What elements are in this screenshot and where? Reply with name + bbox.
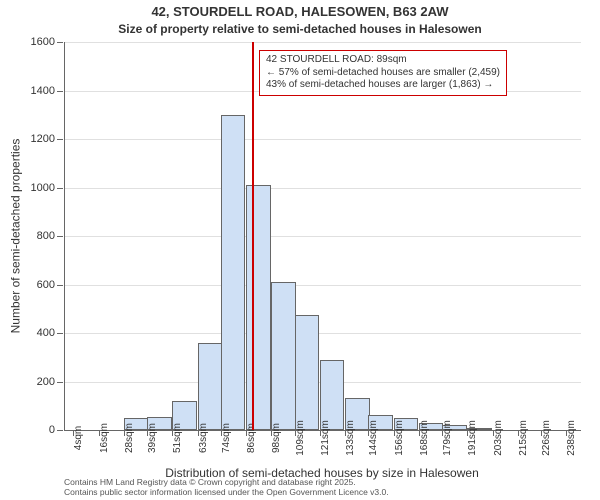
y-tick-label: 1600 [31, 36, 55, 48]
y-tick [57, 188, 63, 189]
histogram-bar [295, 315, 320, 430]
x-tick-label: 63sqm [198, 423, 209, 453]
attribution-line2: Contains public sector information licen… [64, 488, 580, 498]
annotation-line2: ← 57% of semi-detached houses are smalle… [266, 67, 500, 80]
y-tick-label: 400 [37, 327, 55, 339]
y-axis-label: Number of semi-detached properties [8, 42, 22, 430]
plot-area: 020040060080010001200140016004sqm16sqm28… [64, 42, 581, 431]
y-tick-label: 1000 [31, 182, 55, 194]
y-tick [57, 285, 63, 286]
chart-title-subtitle: Size of property relative to semi-detach… [0, 22, 600, 36]
gridline-h [65, 236, 581, 237]
y-tick [57, 236, 63, 237]
x-tick-label: 16sqm [99, 423, 110, 453]
x-tick-label: 144sqm [368, 420, 379, 456]
chart-container: 42, STOURDELL ROAD, HALESOWEN, B63 2AW S… [0, 0, 600, 500]
x-tick-label: 191sqm [467, 420, 478, 456]
y-tick [57, 430, 63, 431]
annotation-box: 42 STOURDELL ROAD: 89sqm ← 57% of semi-d… [259, 50, 507, 96]
histogram-bar [198, 343, 223, 430]
gridline-h [65, 188, 581, 189]
x-tick-label: 74sqm [221, 423, 232, 453]
y-tick-label: 1200 [31, 133, 55, 145]
y-tick-label: 200 [37, 376, 55, 388]
gridline-h [65, 139, 581, 140]
x-tick-label: 4sqm [73, 426, 84, 450]
y-tick-label: 0 [49, 424, 55, 436]
attribution: Contains HM Land Registry data © Crown c… [64, 478, 580, 498]
reference-line [252, 42, 254, 430]
x-tick-label: 121sqm [320, 420, 331, 456]
y-tick [57, 91, 63, 92]
y-tick-label: 800 [37, 230, 55, 242]
x-tick-label: 98sqm [271, 423, 282, 453]
x-tick-label: 226sqm [541, 420, 552, 456]
x-tick-label: 39sqm [147, 423, 158, 453]
y-tick [57, 382, 63, 383]
x-tick-label: 109sqm [295, 420, 306, 456]
x-tick-label: 168sqm [419, 420, 430, 456]
gridline-h [65, 285, 581, 286]
y-tick [57, 333, 63, 334]
y-axis-label-text: Number of semi-detached properties [8, 139, 22, 334]
x-tick-label: 51sqm [172, 423, 183, 453]
y-tick [57, 139, 63, 140]
chart-title-address: 42, STOURDELL ROAD, HALESOWEN, B63 2AW [0, 4, 600, 19]
histogram-bar [271, 282, 296, 430]
x-tick-label: 179sqm [442, 420, 453, 456]
x-tick-label: 215sqm [518, 420, 529, 456]
x-tick-label: 28sqm [124, 423, 135, 453]
x-tick-label: 133sqm [345, 420, 356, 456]
histogram-bar [246, 185, 271, 430]
x-tick-label: 238sqm [566, 420, 577, 456]
histogram-bar [221, 115, 246, 430]
y-tick [57, 42, 63, 43]
gridline-h [65, 42, 581, 43]
gridline-h [65, 333, 581, 334]
y-tick-label: 1400 [31, 85, 55, 97]
y-tick-label: 600 [37, 279, 55, 291]
x-tick-label: 156sqm [394, 420, 405, 456]
x-tick-label: 203sqm [493, 420, 504, 456]
annotation-line3: 43% of semi-detached houses are larger (… [266, 79, 500, 92]
annotation-line1: 42 STOURDELL ROAD: 89sqm [266, 54, 500, 67]
